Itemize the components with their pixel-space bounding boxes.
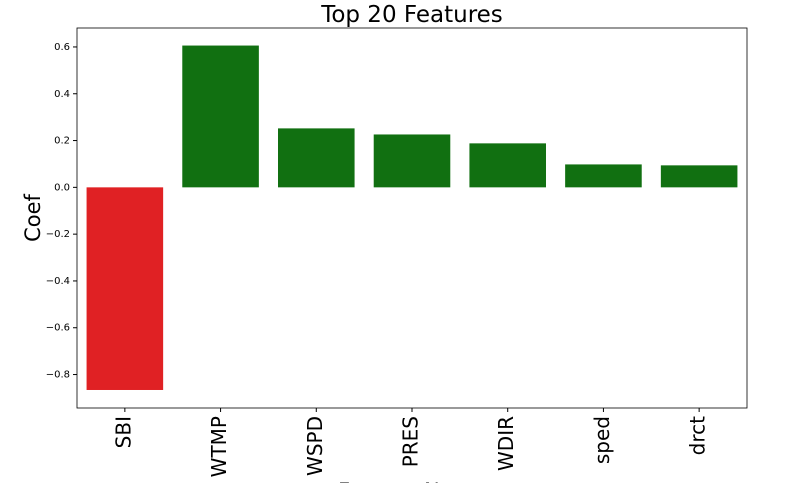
y-tick-label: −0.6 <box>46 323 70 334</box>
y-tick-label: 0.6 <box>54 42 70 53</box>
y-tick-label: 0.4 <box>54 89 70 100</box>
x-tick-label: WSPD <box>303 416 327 476</box>
y-tick-label: 0.0 <box>54 182 70 193</box>
bar <box>469 143 546 188</box>
y-tick-label: −0.2 <box>46 229 70 240</box>
x-tick-label: WTMP <box>207 416 231 477</box>
y-tick-label: 0.2 <box>54 136 70 147</box>
y-tick-label: −0.4 <box>46 276 70 287</box>
x-tick-label: PRES <box>399 416 423 467</box>
y-axis-label: Coef <box>21 193 45 241</box>
bar <box>660 165 738 188</box>
x-tick-label: sped <box>590 416 614 464</box>
bar <box>373 134 451 188</box>
bar <box>86 187 164 390</box>
chart-title: Top 20 Features <box>320 2 503 28</box>
bar <box>565 164 642 188</box>
y-tick-label: −0.8 <box>46 370 70 381</box>
x-tick-label: WDIR <box>494 416 518 471</box>
bar <box>182 45 259 188</box>
x-tick-label: SBI <box>111 416 135 448</box>
bar <box>278 128 355 188</box>
x-axis-label: Feature Name <box>338 479 486 483</box>
x-tick-label: drct <box>686 416 710 455</box>
plot-frame <box>76 27 748 409</box>
